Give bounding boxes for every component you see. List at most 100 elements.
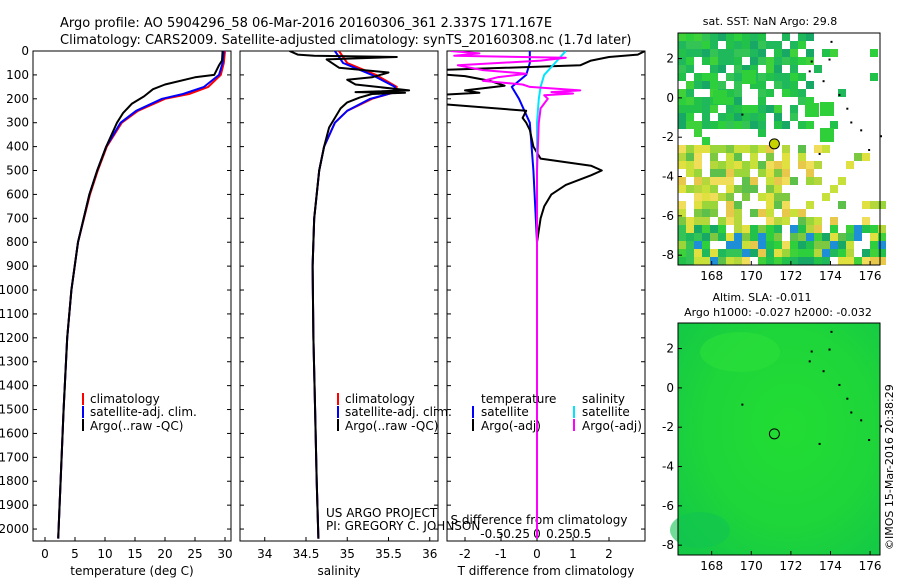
sst-cell xyxy=(742,113,750,121)
sst-cell xyxy=(798,225,806,233)
sst-cell xyxy=(798,233,806,241)
sst-cell xyxy=(774,177,782,185)
sst-cell xyxy=(702,113,710,121)
sst-cell xyxy=(742,70,756,84)
sst-cell xyxy=(774,65,782,73)
sst-cell xyxy=(838,233,846,241)
sst-cell xyxy=(758,209,766,217)
sst-cell xyxy=(718,49,726,57)
sst-cell xyxy=(678,145,686,153)
sst-cell xyxy=(718,249,726,257)
sst-cell xyxy=(742,65,750,73)
sst-map xyxy=(677,32,886,266)
sst-cell xyxy=(820,102,834,116)
sst-cell xyxy=(846,241,854,249)
sst-cell xyxy=(782,249,790,257)
sst-cell xyxy=(734,97,742,105)
sst-cell xyxy=(862,153,870,161)
island-dot xyxy=(838,93,841,96)
sst-cell xyxy=(790,89,798,97)
island-dot xyxy=(828,348,831,351)
sst-cell xyxy=(726,249,734,257)
sst-cell xyxy=(686,89,694,97)
depth-tick-label: 800 xyxy=(6,235,29,249)
sst-cell xyxy=(718,121,726,129)
sst-cell xyxy=(766,225,774,233)
series-line-argo-raw-qc- xyxy=(289,51,411,539)
sst-cell xyxy=(774,81,782,89)
sst-cell xyxy=(694,209,702,217)
sst-cell xyxy=(734,161,742,169)
sst-cell xyxy=(790,209,798,217)
sst-cell xyxy=(782,57,790,65)
sst-cell xyxy=(686,249,694,257)
map-y-tick-label: 0 xyxy=(666,91,674,105)
sst-cell xyxy=(710,145,718,153)
sst-cell xyxy=(710,49,718,57)
depth-tick-label: 500 xyxy=(6,164,29,178)
sst-map-islands xyxy=(741,40,882,155)
sst-cell xyxy=(758,97,766,105)
sst-cell xyxy=(790,241,798,249)
sst-cell xyxy=(710,185,718,193)
map-x-tick-label: 176 xyxy=(859,559,882,573)
legend-label-argo: Argo(..raw -QC) xyxy=(90,419,183,433)
island-dot xyxy=(846,397,849,400)
salinity-axis-label: salinity xyxy=(317,564,360,578)
map-y-tick-label: 0 xyxy=(666,381,674,395)
sst-cell xyxy=(806,217,814,225)
sla-map-islands xyxy=(741,330,882,445)
sst-cell xyxy=(686,257,694,265)
map-x-tick-label: 172 xyxy=(779,269,802,283)
sst-cell xyxy=(766,233,774,241)
sst-cell xyxy=(726,49,734,57)
sst-cell xyxy=(702,97,710,105)
sst-cell xyxy=(822,249,830,257)
sst-cell xyxy=(678,257,686,265)
sst-cell xyxy=(718,193,726,201)
sst-cell xyxy=(702,177,710,185)
sst-cell xyxy=(830,225,838,233)
sst-cell xyxy=(766,169,774,177)
sst-cell xyxy=(790,105,798,113)
sst-cell xyxy=(694,233,702,241)
sst-cell xyxy=(678,113,686,121)
sst-cell xyxy=(814,177,822,185)
depth-tick-label: 600 xyxy=(6,187,29,201)
sst-cell xyxy=(694,169,702,177)
sst-cell xyxy=(798,73,806,81)
sst-cell xyxy=(678,105,686,113)
depth-tick-label: 1400 xyxy=(0,379,29,393)
sst-cell xyxy=(758,161,766,169)
sst-cell xyxy=(742,233,750,241)
sst-cell xyxy=(782,209,790,217)
sst-cell xyxy=(710,209,718,217)
map-x-tick-label: 174 xyxy=(819,559,842,573)
sst-cell xyxy=(798,89,806,97)
sst-cell xyxy=(694,153,702,161)
series-line-s-argo-adj- xyxy=(450,51,582,539)
depth-tick-label: 400 xyxy=(6,140,29,154)
sst-cell xyxy=(702,81,710,89)
argo-position-marker xyxy=(768,138,780,150)
sst-cell xyxy=(686,233,694,241)
sst-cell xyxy=(758,121,766,129)
sst-map-frame xyxy=(677,32,881,266)
map-x-tick-label: 168 xyxy=(700,559,723,573)
island-dot xyxy=(868,439,871,441)
sst-cell xyxy=(814,257,822,265)
sst-cell xyxy=(694,193,702,201)
sst-cell xyxy=(798,161,806,169)
sst-cell xyxy=(774,233,782,241)
sst-cell xyxy=(734,57,742,65)
sst-cell xyxy=(846,225,854,233)
sst-cell xyxy=(686,113,694,121)
x-tick-label-T: -1 xyxy=(495,547,507,561)
map-y-tick-label: -6 xyxy=(662,499,674,513)
sst-cell xyxy=(798,241,806,249)
sst-cell xyxy=(694,161,702,169)
sst-cell xyxy=(774,41,782,49)
x-tick-label-S: -0.5 xyxy=(480,527,503,541)
sst-cell xyxy=(742,145,750,153)
